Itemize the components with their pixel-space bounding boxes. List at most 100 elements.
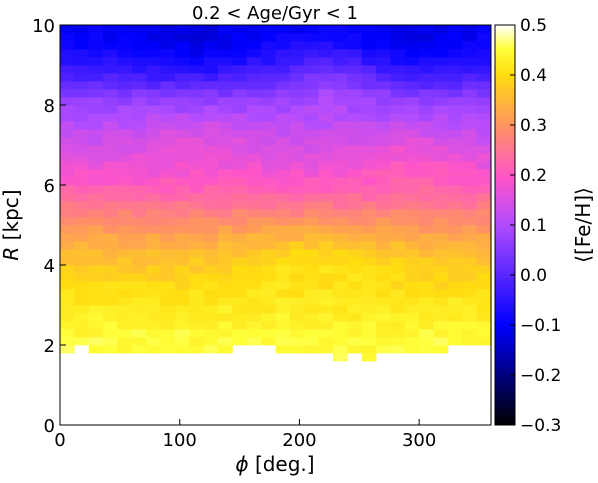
heatmap-cell xyxy=(218,41,233,50)
heatmap-cell xyxy=(347,345,363,354)
heatmap-cell xyxy=(447,265,463,274)
y-axis-unit: [kpc] xyxy=(0,189,23,240)
heatmap-cell xyxy=(462,25,478,34)
heatmap-cell xyxy=(318,321,334,330)
heatmap-cell xyxy=(404,217,420,226)
heatmap-cell xyxy=(189,241,205,250)
heatmap-cell xyxy=(246,49,262,58)
heatmap-cell xyxy=(88,153,104,162)
heatmap-cell xyxy=(304,169,319,178)
heatmap-cell xyxy=(347,337,363,346)
heatmap-cell xyxy=(318,57,334,66)
heatmap-cell xyxy=(117,145,133,154)
heatmap-cell xyxy=(390,73,406,82)
heatmap-cell xyxy=(347,169,363,178)
heatmap-cell xyxy=(275,265,291,274)
heatmap-cell xyxy=(261,305,276,314)
heatmap-cell xyxy=(376,225,391,234)
heatmap-cell xyxy=(146,193,161,202)
heatmap-cell xyxy=(246,273,262,282)
heatmap-cell xyxy=(404,209,420,218)
heatmap-cell xyxy=(218,273,233,282)
heatmap-cell xyxy=(304,201,319,210)
heatmap-cell xyxy=(404,97,420,106)
heatmap-cell xyxy=(347,73,363,82)
heatmap-cell xyxy=(361,273,377,282)
heatmap-cell xyxy=(232,121,248,130)
heatmap-cell xyxy=(318,273,334,282)
heatmap-cell xyxy=(304,129,319,138)
heatmap-cell xyxy=(74,265,90,274)
heatmap-cell xyxy=(376,81,391,90)
heatmap-cell xyxy=(376,217,391,226)
heatmap-cell xyxy=(218,305,233,314)
heatmap-cell xyxy=(318,169,334,178)
heatmap-cell xyxy=(203,241,219,250)
heatmap-cell xyxy=(117,25,133,34)
heatmap-cell xyxy=(160,105,176,114)
heatmap-cell xyxy=(246,105,262,114)
heatmap-cell xyxy=(376,41,391,50)
heatmap-cell xyxy=(347,121,363,130)
heatmap-cell xyxy=(203,345,219,354)
heatmap-cell xyxy=(419,337,434,346)
heatmap-cell xyxy=(390,249,406,258)
heatmap-cell xyxy=(419,225,434,234)
heatmap-cell xyxy=(189,337,205,346)
heatmap-cell xyxy=(261,81,276,90)
heatmap-cell xyxy=(131,225,147,234)
heatmap-cell xyxy=(189,201,205,210)
heatmap-cell xyxy=(318,105,334,114)
heatmap-cell xyxy=(419,201,434,210)
heatmap-cell xyxy=(318,345,334,354)
heatmap-cell xyxy=(160,337,176,346)
heatmap-cell xyxy=(60,345,75,354)
heatmap-cell xyxy=(404,169,420,178)
heatmap-cell xyxy=(304,25,319,34)
heatmap-cell xyxy=(146,305,161,314)
heatmap-cell xyxy=(275,217,291,226)
heatmap-cell xyxy=(376,241,391,250)
heatmap-cell xyxy=(476,321,491,330)
heatmap-cell xyxy=(160,233,176,242)
heatmap-cell xyxy=(462,305,478,314)
heatmap-cell xyxy=(376,25,391,34)
heatmap-cell xyxy=(404,201,420,210)
heatmap-cell xyxy=(447,289,463,298)
heatmap-cell xyxy=(332,257,348,266)
heatmap-cell xyxy=(376,345,391,354)
heatmap-cell xyxy=(60,33,75,42)
heatmap-cell xyxy=(117,161,133,170)
heatmap-cell xyxy=(376,65,391,74)
heatmap-cell xyxy=(419,137,434,146)
heatmap-cell xyxy=(232,289,248,298)
heatmap-cell xyxy=(103,161,118,170)
heatmap-cell xyxy=(146,161,161,170)
heatmap-cell xyxy=(160,97,176,106)
heatmap-cell xyxy=(246,177,262,186)
heatmap-cell xyxy=(103,345,118,354)
heatmap-cell xyxy=(203,33,219,42)
heatmap-cell xyxy=(404,57,420,66)
heatmap-cell xyxy=(275,169,291,178)
heatmap-cell xyxy=(146,297,161,306)
heatmap-cell xyxy=(232,73,248,82)
heatmap-cell xyxy=(390,185,406,194)
heatmap-cell xyxy=(60,185,75,194)
heatmap-cell xyxy=(218,129,233,138)
heatmap-cell xyxy=(404,65,420,74)
heatmap-cell xyxy=(160,49,176,58)
heatmap-cell xyxy=(419,345,434,354)
heatmap-cell xyxy=(74,233,90,242)
heatmap-cell xyxy=(318,329,334,338)
heatmap-cell xyxy=(60,105,75,114)
heatmap-cell xyxy=(60,89,75,98)
heatmap-cell xyxy=(289,41,305,50)
heatmap-cell xyxy=(433,49,449,58)
heatmap-cell xyxy=(447,273,463,282)
x-axis-label: ϕ [deg.] xyxy=(235,452,314,476)
heatmap-cell xyxy=(390,273,406,282)
heatmap-cell xyxy=(332,281,348,290)
heatmap-cell xyxy=(289,81,305,90)
heatmap-cell xyxy=(246,169,262,178)
